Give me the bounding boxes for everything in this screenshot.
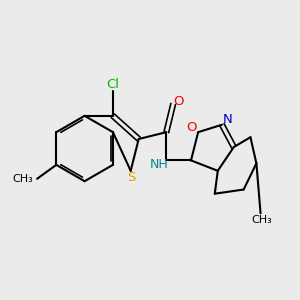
Text: CH₃: CH₃ [12, 174, 33, 184]
Text: O: O [173, 95, 184, 108]
Text: CH₃: CH₃ [251, 215, 272, 225]
Text: N: N [223, 113, 233, 126]
Text: NH: NH [149, 158, 168, 171]
Text: O: O [186, 121, 197, 134]
Text: S: S [127, 171, 135, 184]
Text: Cl: Cl [106, 77, 119, 91]
